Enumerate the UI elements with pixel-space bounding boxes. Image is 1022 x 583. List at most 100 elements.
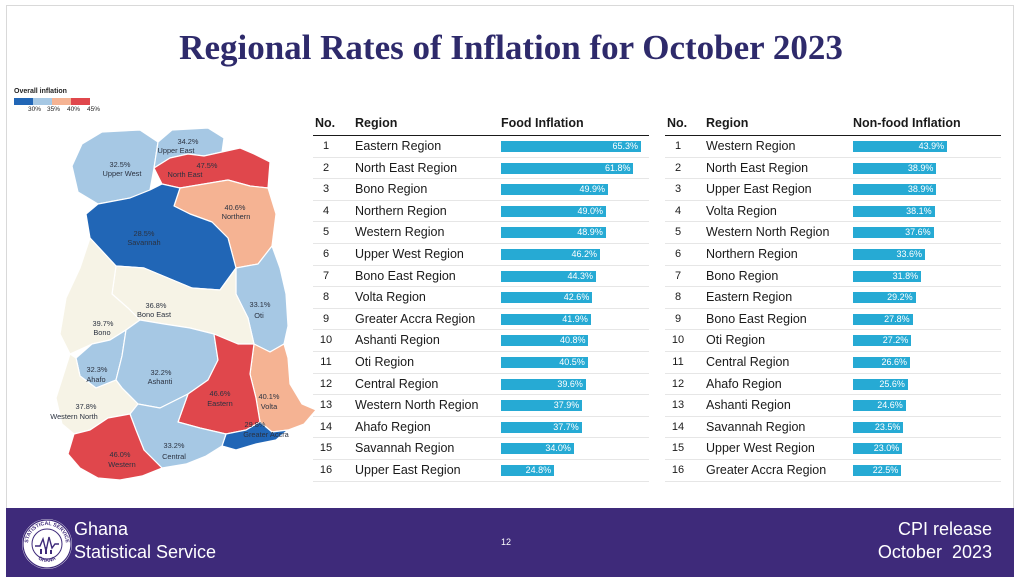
map-label-value: 29.8%: [245, 420, 266, 429]
bar-label: 48.9%: [577, 227, 603, 238]
row-divider: [665, 458, 1001, 460]
row-region: Savannah Region: [706, 419, 806, 434]
bar-label: 23.5%: [874, 421, 901, 432]
row-number: 5: [674, 226, 682, 239]
inflation-bar: 65.3%: [501, 141, 641, 152]
row-divider: [665, 286, 1001, 288]
inflation-bar: 38.9%: [853, 184, 937, 196]
row-divider: [665, 178, 1001, 180]
legend-tick: 45%: [87, 106, 101, 113]
bar-label: 43.9%: [918, 141, 945, 151]
row-number: 13: [671, 399, 685, 412]
bar-label: 34.0%: [545, 443, 571, 454]
row-number: 2: [322, 161, 330, 174]
bar-label: 24.8%: [525, 464, 552, 475]
row-divider: [665, 307, 1001, 309]
inflation-bar: 37.7%: [501, 421, 582, 433]
bar-label: 33.6%: [896, 248, 923, 259]
row-region: Central Region: [355, 376, 439, 391]
table-row: 8 Eastern Region 29.2%: [665, 287, 1001, 309]
table-row: 6 Northern Region 33.6%: [665, 244, 1001, 266]
bar-label: 40.5%: [559, 356, 585, 367]
bar-label: 27.8%: [884, 313, 910, 324]
row-number: 1: [674, 140, 682, 152]
table-row: 12 Ahafo Region 25.6%: [665, 374, 1001, 396]
logo-text-bottom: GHANA: [37, 556, 57, 564]
row-number: 13: [319, 399, 333, 412]
row-region: Upper East Region: [706, 182, 812, 197]
map-label-value: 32.3%: [87, 365, 108, 374]
page-number: 12: [501, 537, 512, 547]
map-label-name: Greater Accra: [243, 430, 289, 439]
row-number: 10: [671, 334, 685, 347]
legend-swatch: [33, 98, 52, 105]
table-row: 7 Bono East Region 44.3%: [313, 266, 649, 288]
row-region: Greater Accra Region: [355, 311, 476, 326]
map-label-name: Northern: [222, 212, 251, 221]
row-number: 15: [319, 442, 333, 455]
row-divider: [665, 221, 1001, 223]
inflation-bar: 24.6%: [853, 400, 906, 412]
row-region: Ahafo Region: [706, 376, 782, 391]
table-row: 16 Upper East Region 24.8%: [313, 460, 649, 482]
row-region: Oti Region: [706, 333, 766, 348]
map-label-value: 40.6%: [225, 203, 246, 212]
map-label-name: Volta: [261, 402, 278, 411]
header-region: Region: [706, 116, 749, 130]
gss-logo-icon: STATISTICAL SERVICE GHANA: [22, 519, 72, 569]
row-divider: [313, 458, 649, 460]
table-row: 13 Western North Region 37.9%: [313, 395, 649, 417]
row-divider: [665, 156, 1001, 158]
row-divider: [313, 221, 649, 223]
row-number: 1: [322, 140, 330, 152]
bar-label: 25.6%: [879, 378, 905, 389]
row-region: Ashanti Region: [706, 398, 791, 413]
inflation-bar: 41.9%: [501, 313, 591, 325]
table-row: 16 Greater Accra Region 22.5%: [665, 460, 1001, 482]
map-label-value: 33.1%: [250, 300, 271, 309]
table-row: 1 Eastern Region 65.3%: [313, 136, 649, 158]
inflation-bar: 29.2%: [853, 292, 916, 304]
header-food-inflation: Food Inflation: [501, 116, 584, 130]
row-region: Bono Region: [706, 268, 779, 283]
inflation-bar: 46.2%: [501, 248, 601, 260]
table-row: 13 Ashanti Region 24.6%: [665, 395, 1001, 417]
row-number: 8: [322, 291, 330, 304]
row-divider: [665, 264, 1001, 266]
bar-label: 38.9%: [907, 184, 934, 195]
row-number: 14: [319, 420, 333, 433]
inflation-bar: 49.9%: [501, 184, 608, 196]
bar-label: 38.9%: [907, 162, 934, 173]
bar-label: 40.8%: [559, 335, 586, 346]
row-region: Central Region: [706, 354, 790, 369]
row-number: 15: [671, 442, 685, 455]
org-line-2: Statistical Service: [74, 542, 217, 562]
table-body: 1 Western Region 43.9% 2 North East Region 38…: [665, 136, 1001, 482]
bar-label: 29.2%: [887, 292, 913, 303]
row-divider: [313, 199, 649, 201]
table-row: 10 Oti Region 27.2%: [665, 330, 1001, 352]
row-region: Greater Accra Region: [706, 462, 827, 477]
row-region: Eastern Region: [355, 139, 442, 153]
organization-name: Ghana Statistical Service: [74, 518, 216, 564]
table-row: 7 Bono Region 31.8%: [665, 266, 1001, 288]
release-line-1: CPI release: [897, 519, 992, 539]
map-label-name: Western: [108, 460, 135, 469]
map-label-name: Ahafo: [86, 375, 105, 384]
row-divider: [313, 286, 649, 288]
map-label-name: North East: [168, 170, 203, 179]
inflation-bar: 23.0%: [853, 443, 903, 455]
row-number: 3: [674, 183, 682, 196]
row-number: 2: [674, 161, 682, 174]
map-label-name: Eastern: [207, 399, 232, 408]
row-divider: [313, 307, 649, 309]
map-label-name: Ashanti: [148, 377, 173, 386]
table-row: 3 Upper East Region 38.9%: [665, 179, 1001, 201]
bar-label: 49.9%: [579, 184, 605, 195]
table-row: 5 Western Region 48.9%: [313, 222, 649, 244]
row-number: 9: [322, 312, 330, 325]
row-divider: [665, 394, 1001, 396]
map-label-value: 40.1%: [259, 392, 280, 401]
table-row: 6 Upper West Region 46.2%: [313, 244, 649, 266]
row-number: 16: [671, 463, 685, 476]
